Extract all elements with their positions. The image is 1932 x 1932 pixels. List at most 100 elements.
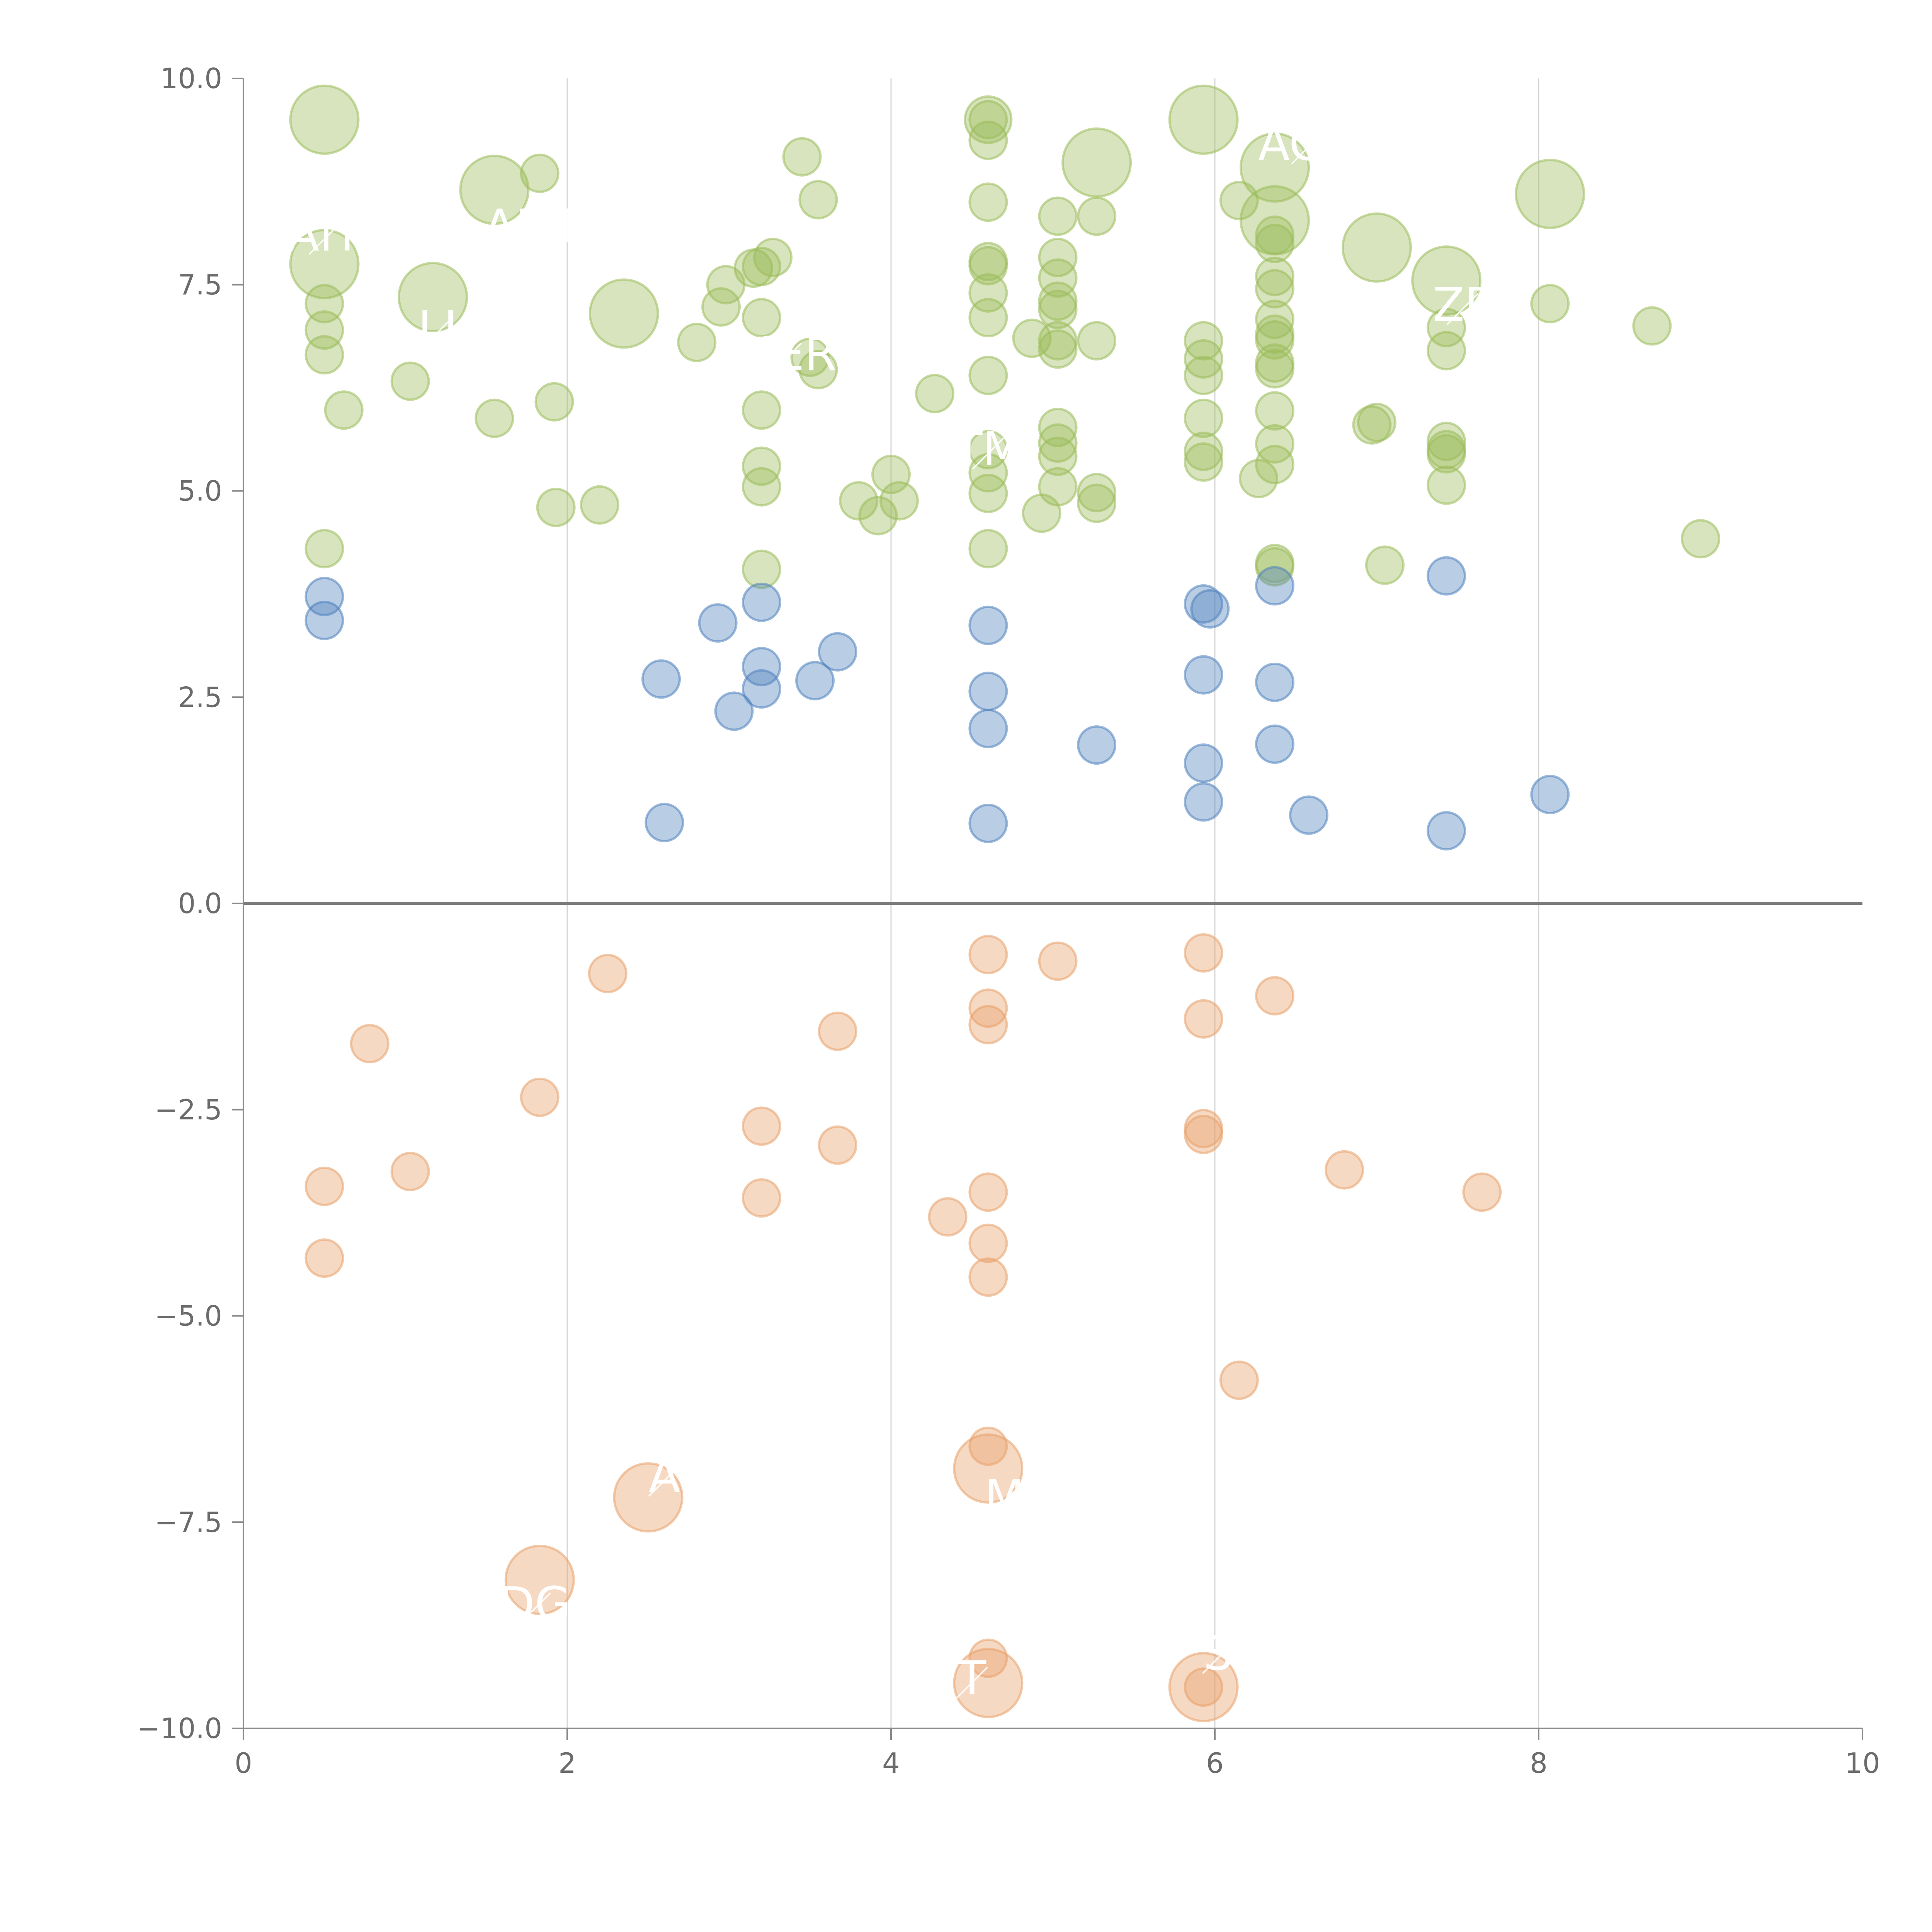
bubble-point-positive_high	[1255, 269, 1295, 309]
bubble-point-negative	[953, 1648, 1024, 1718]
bubble-point-positive_high	[1184, 398, 1223, 438]
bubble-point-positive_low	[795, 661, 835, 701]
bubble-point-positive_high	[520, 153, 560, 193]
bubble-point-positive_high	[1077, 321, 1117, 361]
bubble-point-positive_high	[968, 182, 1008, 222]
annotation-layer: ACH ADT AIT LI MER TM ZP A M DG S T	[287, 117, 1492, 1706]
bubble-point-positive_high	[1255, 224, 1295, 263]
annotation-leader	[770, 342, 802, 375]
annotation-leader	[515, 214, 548, 247]
annotation-leader	[308, 223, 340, 255]
bubble-point-positive_high	[1515, 158, 1585, 229]
bubble-point-positive_high	[742, 549, 781, 589]
y-tick-label: 10.0	[160, 62, 222, 95]
bubble-point-positive_high	[964, 95, 1013, 144]
bubble-point-positive_high	[1255, 391, 1295, 431]
bubble-point-positive_high	[879, 481, 919, 521]
bubble-point-positive_high	[1038, 423, 1078, 463]
bubble-point-positive_low	[304, 577, 344, 616]
annotation-leader	[1291, 132, 1323, 165]
annotation-leader	[519, 1592, 551, 1625]
bubble-point-negative	[1184, 999, 1223, 1039]
bubble-point-positive_high	[536, 488, 576, 527]
bubble-point-positive_high	[1077, 196, 1117, 236]
annotation-label: LI	[418, 301, 457, 355]
bubble-point-positive_high	[1061, 127, 1132, 198]
bubble-point-positive_low	[1289, 795, 1329, 835]
bubble-point-positive_high	[1219, 180, 1259, 220]
bubble-point-positive_high	[324, 390, 364, 430]
annotation-label: ZP	[1433, 278, 1493, 332]
bubble-point-positive_high	[390, 361, 430, 401]
bubble-point-negative	[1168, 1652, 1239, 1723]
bubble-point-positive_low	[1255, 724, 1295, 764]
bubble-point-negative	[742, 1106, 781, 1146]
bubble-point-positive_high	[1255, 445, 1295, 485]
bubble-point-negative	[304, 1167, 344, 1206]
bubble-point-positive_high	[1038, 408, 1078, 447]
annotation-leader	[422, 316, 454, 349]
bubble-point-positive_high	[968, 246, 1008, 286]
annotation-leader	[1446, 293, 1479, 325]
annotation-leader	[648, 1464, 680, 1497]
bubble-layer	[289, 84, 1720, 1723]
bubble-point-negative	[953, 1433, 1024, 1504]
bubble-point-positive_high	[1365, 545, 1405, 585]
bubble-point-positive_low	[1190, 589, 1230, 629]
bubble-point-negative	[588, 954, 628, 993]
bubble-point-positive_low	[1530, 775, 1570, 815]
y-tick-label: 5.0	[178, 475, 222, 507]
bubble-point-positive_high	[1255, 349, 1295, 389]
bubble-point-negative	[1219, 1361, 1259, 1400]
y-tick-label: −7.5	[155, 1506, 222, 1538]
bubble-point-positive_low	[818, 632, 857, 672]
bubble-point-positive_high	[1632, 306, 1672, 346]
bubble-point-positive_high	[1038, 321, 1078, 361]
bubble-point-positive_high	[1530, 284, 1570, 323]
bubble-point-positive_high	[588, 278, 659, 349]
bubble-point-positive_high	[1184, 339, 1223, 379]
bubble-point-positive_low	[968, 709, 1008, 748]
bubble-point-positive_high	[1255, 299, 1295, 339]
bubble-point-positive_high	[742, 446, 781, 486]
y-tick-label: −5.0	[155, 1300, 222, 1332]
bubble-point-negative	[520, 1077, 560, 1117]
bubble-point-positive_low	[1255, 662, 1295, 702]
bubble-point-positive_high	[1427, 422, 1466, 461]
bubble-point-positive_high	[459, 155, 530, 225]
bubble-point-negative	[1255, 976, 1295, 1016]
bubble-point-positive_low	[968, 672, 1008, 711]
bubble-point-positive_high	[1255, 215, 1295, 255]
bubble-point-positive_high	[1077, 483, 1117, 523]
y-tick-label: −10.0	[137, 1712, 222, 1745]
bubble-point-positive_low	[1184, 655, 1223, 695]
bubble-point-positive_low	[645, 803, 684, 842]
bubble-point-positive_high	[858, 496, 898, 536]
annotation-leader	[956, 1667, 988, 1699]
bubble-point-negative	[742, 1178, 781, 1218]
bubble-point-positive_high	[1184, 355, 1223, 395]
bubble-point-positive_low	[742, 669, 781, 709]
bubble-point-positive_high	[304, 529, 344, 568]
bubble-point-positive_low	[1184, 743, 1223, 783]
bubble-point-positive_high	[1239, 459, 1279, 498]
y-tick-label: 0.0	[178, 887, 222, 920]
bubble-point-positive_low	[1184, 782, 1223, 822]
bubble-point-positive_high	[1342, 212, 1412, 283]
bubble-point-positive_low	[698, 603, 738, 643]
bubble-point-positive_low	[742, 647, 781, 687]
bubble-point-positive_high	[1681, 519, 1720, 559]
annotation-label: TM	[954, 423, 1022, 476]
bubble-point-positive_high	[968, 355, 1008, 395]
bubble-point-positive_low	[714, 691, 754, 731]
bubble-point-positive_high	[1427, 331, 1466, 371]
bubble-point-positive_high	[782, 137, 822, 177]
bubble-point-positive_high	[1255, 257, 1295, 296]
bubble-point-positive_high	[1411, 245, 1482, 316]
bubble-point-positive_low	[968, 803, 1008, 843]
bubble-point-positive_high	[871, 454, 911, 494]
bubble-point-negative	[1184, 1667, 1223, 1707]
bubble-point-positive_high	[1038, 238, 1078, 277]
bubble-point-positive_high	[1427, 308, 1466, 347]
